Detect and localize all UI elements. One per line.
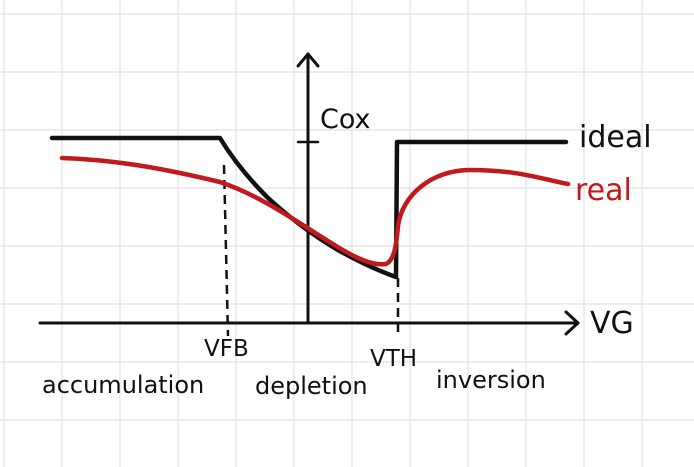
x-axis-arrowhead [564,310,580,336]
vfb-label: VFB [204,336,249,362]
real-legend-label: real [575,173,632,208]
x-axis-label: VG [590,306,634,341]
vfb-dashed-line [222,164,230,337]
guide-lines [222,164,400,337]
x-axis-label-text: VG [590,306,634,341]
vth-label: VTH [370,346,417,372]
region-accumulation: accumulation [42,371,204,399]
y-axis-arrowhead [296,52,320,68]
region-inversion: inversion [436,366,546,394]
axes [38,52,580,336]
region-depletion: depletion [255,372,368,400]
y-axis-label: Cox [320,104,371,135]
ideal-legend-label: ideal [579,120,652,155]
real-curve [59,155,571,267]
